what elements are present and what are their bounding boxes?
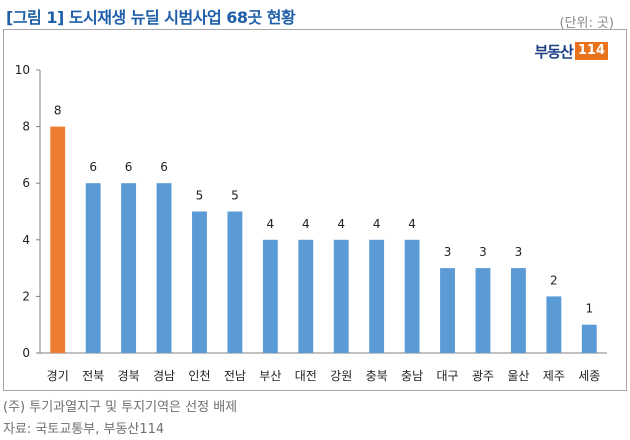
y-tick-label: 4 [22,233,30,247]
bar [581,324,597,353]
chart-source: 자료: 국토교통부, 부동산114 [3,422,165,437]
category-label: 충남 [401,369,423,383]
chart-footnote: (주) 투기과열지구 및 투지기역은 선정 배제 [3,400,238,415]
brand-logo: 부동산 114 [534,41,608,61]
category-label: 경기 [47,369,69,383]
category-label: 대구 [436,369,458,383]
bar [121,183,137,353]
y-tick-label: 0 [22,346,30,360]
bar [440,268,455,353]
y-tick-label: 2 [22,289,30,303]
data-label: 6 [89,160,97,174]
data-label: 3 [515,245,523,259]
data-label: 6 [125,160,133,174]
bar [156,183,172,353]
logo-text: 부동산 [534,42,573,61]
bar [369,239,385,353]
data-label: 4 [267,217,275,231]
category-label: 부산 [259,369,281,383]
category-label: 인천 [188,368,210,383]
data-label: 4 [302,217,310,231]
data-label: 4 [337,217,345,231]
data-label: 3 [444,245,452,259]
data-label: 8 [54,104,62,118]
logo-badge: 114 [574,42,608,60]
category-label: 전남 [224,369,246,383]
category-label: 경남 [153,369,175,383]
y-tick-label: 8 [22,120,30,134]
bar [510,268,526,353]
category-label: 강원 [330,369,352,383]
category-label: 전북 [82,369,104,383]
data-label: 2 [550,273,558,287]
data-label: 3 [479,245,487,259]
data-label: 4 [373,217,381,231]
bar [404,239,420,353]
category-label: 대전 [295,369,317,383]
bar [50,126,66,353]
category-label: 광주 [472,369,494,383]
category-label: 세종 [578,369,600,383]
bar [85,183,101,353]
data-label: 4 [408,217,416,231]
bar [546,296,562,353]
data-label: 6 [160,160,168,174]
category-label: 울산 [507,369,529,383]
y-tick-label: 10 [15,63,30,77]
bar [192,211,207,353]
figure-title: [그림 1] 도시재생 뉴딜 시범사업 68곳 현황 [6,8,296,27]
bar [262,239,278,353]
data-label: 1 [585,302,593,316]
data-label: 5 [231,189,239,203]
bar [227,211,243,353]
bar [298,239,314,353]
unit-label: (단위: 곳) [559,16,614,31]
y-tick-label: 6 [22,176,30,190]
data-label: 5 [196,189,204,203]
category-label: 충북 [366,369,388,383]
bar [475,268,491,353]
bar [333,239,349,353]
category-label: 제주 [543,369,565,383]
category-label: 경북 [118,369,140,383]
